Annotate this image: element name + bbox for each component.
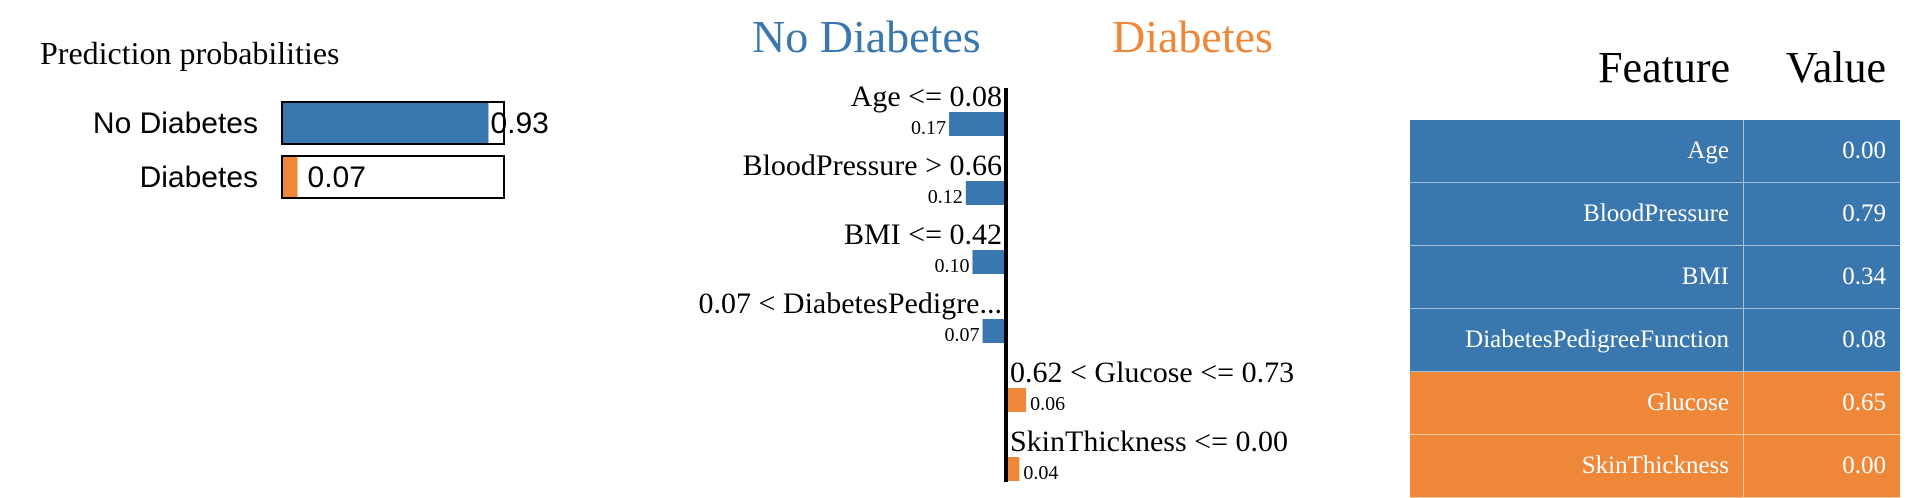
feature-value-cell: 0.00: [1842, 452, 1886, 479]
table-row: Age 0.00: [1410, 120, 1900, 183]
table-row: Glucose 0.65: [1410, 372, 1900, 435]
feature-condition-label: 0.07 < DiabetesPedigre...: [698, 287, 1002, 320]
probability-value-label: 0.07: [308, 161, 366, 194]
contribution-bar: [965, 181, 1006, 205]
contribution-value-label: 0.17: [911, 117, 946, 139]
feature-value-cell: 0.00: [1842, 137, 1886, 164]
table-row: BMI 0.34: [1410, 246, 1900, 309]
contribution-bar: [972, 250, 1006, 274]
feature-condition-label: BloodPressure > 0.66: [743, 149, 1002, 182]
probability-bar: [282, 102, 489, 144]
contribution-value-label: 0.12: [928, 186, 963, 208]
prediction-probabilities-title: Prediction probabilities: [40, 35, 340, 71]
contribution-value-label: 0.07: [945, 324, 980, 346]
feature-condition-label: SkinThickness <= 0.00: [1010, 425, 1288, 458]
probability-label-diabetes: Diabetes: [140, 161, 258, 194]
feature-column-header: Feature: [1598, 43, 1730, 92]
feature-name-cell: SkinThickness: [1410, 435, 1744, 497]
table-row: DiabetesPedigreeFunction 0.08: [1410, 309, 1900, 372]
contribution-value-label: 0.10: [935, 255, 970, 277]
feature-condition-label: BMI <= 0.42: [844, 218, 1002, 251]
contribution-bar: [982, 319, 1006, 343]
contribution-bars: Age <= 0.08 0.17 BloodPressure > 0.66 0.12 B…: [698, 80, 1294, 484]
pos-class-heading: Diabetes: [1112, 11, 1273, 62]
probability-bar-outline: [281, 101, 505, 145]
contribution-bar: [1006, 388, 1027, 412]
table-header: Feature Value: [1410, 42, 1910, 102]
feature-value-cell: 0.08: [1842, 326, 1886, 353]
value-column-header: Value: [1785, 43, 1886, 92]
feature-name-cell: BMI: [1410, 246, 1744, 308]
table-row: SkinThickness 0.00: [1410, 435, 1900, 498]
feature-name-cell: Age: [1410, 120, 1744, 182]
feature-condition-label: 0.62 < Glucose <= 0.73: [1010, 356, 1294, 389]
probability-bar: [282, 156, 298, 198]
probability-bars: No Diabetes 0.93 Diabetes 0.07: [93, 101, 549, 199]
probability-bar-outline: [281, 155, 505, 199]
feature-name-cell: BloodPressure: [1410, 183, 1744, 245]
feature-value-cell: 0.34: [1842, 263, 1886, 290]
feature-condition-label: Age <= 0.08: [851, 80, 1002, 113]
feature-name-cell: DiabetesPedigreeFunction: [1410, 309, 1744, 371]
feature-value-table: Feature Value Age 0.00 BloodPressure 0.79 BM…: [1410, 0, 1910, 498]
feature-contribution-chart: No Diabetes Diabetes Age <= 0.08 0.17 Bloo…: [698, 11, 1294, 484]
feature-value-cell: 0.65: [1842, 389, 1886, 416]
contribution-bar: [1006, 457, 1020, 481]
feature-value-cell: 0.79: [1842, 200, 1886, 227]
feature-name-cell: Glucose: [1410, 372, 1744, 434]
contribution-value-label: 0.06: [1030, 393, 1065, 415]
prediction-probabilities-chart: Prediction probabilities No Diabetes 0.93…: [40, 35, 549, 199]
table-body: Age 0.00 BloodPressure 0.79 BMI 0.34 DiabetesP…: [1410, 120, 1900, 498]
neg-class-heading: No Diabetes: [752, 11, 981, 62]
probability-label-no-diabetes: No Diabetes: [93, 107, 258, 140]
contribution-value-label: 0.04: [1023, 462, 1058, 484]
table-row: BloodPressure 0.79: [1410, 183, 1900, 246]
probability-value-label: 0.93: [490, 107, 548, 140]
contribution-bar: [949, 112, 1006, 136]
